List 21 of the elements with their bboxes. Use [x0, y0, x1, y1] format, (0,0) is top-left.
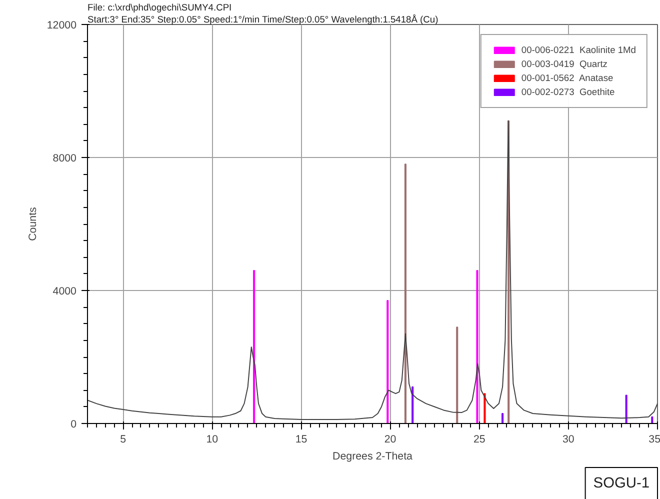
y-tick-label: 12000	[46, 20, 77, 32]
legend-label: 00-002-0273 Goethite	[521, 87, 615, 97]
text: SOGU-1	[593, 476, 650, 492]
x-axis-title: Degrees 2-Theta	[332, 450, 413, 462]
x-tick-label: 20	[384, 434, 396, 446]
x-tick-label: 25	[473, 434, 486, 446]
y-tick-label: 4000	[52, 286, 77, 298]
y-axis-title: Counts	[26, 207, 39, 241]
text: File: c:\xrd\phd\ogechi\SUMY4.CPI	[88, 2, 232, 12]
x-tick-label: 30	[562, 434, 574, 446]
legend-label: 00-006-0221 Kaolinite 1Md	[521, 45, 636, 55]
annotation: Start:3° End:35° Step:0.05° Speed:1°/min Time/Step:0.05° Wavelength:1.5418Å (Cu)	[88, 14, 438, 24]
x-tick-label: 5	[120, 434, 126, 446]
x-tick-label: 15	[295, 434, 308, 446]
y-tick-label: 8000	[52, 152, 77, 164]
x-tick-label: 35	[648, 434, 660, 446]
y-tick-label: 0	[70, 418, 77, 430]
legend-label: 00-003-0419 Quartz	[521, 59, 608, 69]
line-series	[88, 120, 658, 420]
x-tick-label: 10	[206, 434, 218, 446]
legend-label: 00-001-0562 Anatase	[521, 73, 614, 83]
